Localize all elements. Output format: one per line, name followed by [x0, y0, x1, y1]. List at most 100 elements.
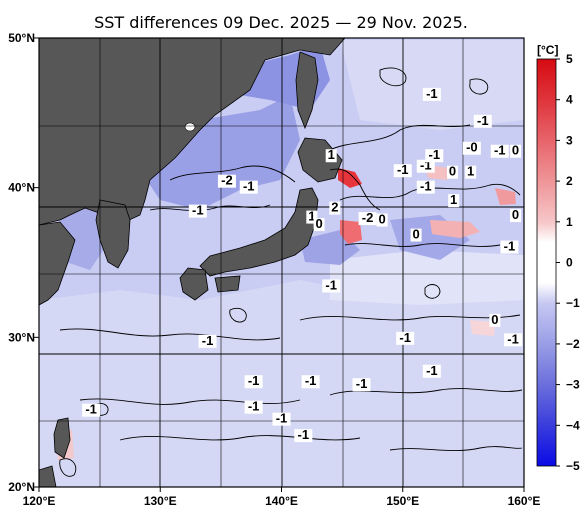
land-shikoku	[214, 275, 241, 293]
contour-label-bg	[301, 375, 320, 389]
contour-label: -1	[428, 147, 440, 162]
contour-label-bg	[198, 334, 217, 348]
contour-label: -1	[397, 162, 409, 177]
contour-label: -1	[507, 331, 519, 346]
colorbar-tick-label: 0	[566, 256, 573, 270]
lon-tick-label: 130°E	[144, 494, 177, 508]
land-hokkaido	[297, 137, 343, 183]
contour-label-bg	[510, 209, 522, 223]
contour-label-bg	[325, 149, 337, 163]
contour-label: -1	[356, 376, 368, 391]
contour-label-bg	[322, 279, 341, 293]
contour-label: 1	[328, 147, 335, 162]
ocean-cool-sea-of-japan	[140, 95, 300, 210]
contour-label: 0	[512, 207, 519, 222]
colorbar-tick-label: 3	[566, 133, 573, 147]
contour-label: -2	[362, 210, 374, 225]
contour-label-bg	[446, 165, 458, 179]
land-taiwan	[53, 417, 71, 459]
contour-label: -1	[426, 86, 438, 101]
contour-label: 0	[491, 312, 498, 327]
land-china-coast	[39, 221, 76, 306]
land-asia-continent	[39, 38, 346, 226]
lat-tick-label: 20°N	[8, 480, 35, 494]
ocean-light-kuroshio	[330, 250, 524, 305]
graticule	[39, 38, 524, 487]
contour-label: 2	[331, 200, 338, 215]
colorbar	[536, 58, 557, 467]
warm-anomaly-4	[495, 188, 516, 205]
contour-label: -1	[192, 203, 204, 218]
contour-label-bg	[393, 164, 412, 178]
contour-label-bg	[352, 378, 371, 392]
contour-label-bg	[217, 174, 236, 188]
contour-label: -1	[477, 113, 489, 128]
contour-label-bg	[306, 210, 318, 224]
contour-label-bg	[416, 159, 435, 173]
ocean-light-north	[340, 40, 524, 130]
contour-label: -1	[243, 179, 255, 194]
contour-label: 0	[379, 212, 386, 227]
contour-label: -1	[494, 143, 506, 158]
contour-label-bg	[188, 204, 207, 218]
contour-label: 0	[449, 164, 456, 179]
ocean-light-south	[39, 280, 524, 487]
axis-ticks: 120°E 130°E 140°E 150°E 160°E 50°N 40°N 30°N 20°…	[8, 31, 540, 508]
colorbar-tick-label: −2	[566, 337, 580, 351]
contour-label-bg	[244, 400, 263, 414]
contour-label-bg	[473, 114, 492, 128]
contour-label-bg	[504, 333, 523, 347]
contour-label: 0	[412, 227, 419, 242]
colorbar-tick-label: −4	[566, 418, 580, 432]
colorbar-tick-label: 2	[566, 174, 573, 188]
colorbar-unit: [°C]	[537, 43, 558, 57]
contour-label: -1	[420, 179, 432, 194]
contour-label: -1	[426, 363, 438, 378]
contour-label: -0	[466, 140, 478, 155]
contour-label-bg	[396, 331, 415, 345]
contour-label-bg	[239, 180, 258, 194]
contour-label-bg	[490, 144, 509, 158]
warm-anomaly-2	[340, 220, 362, 244]
map-title: SST differences 09 Dec. 2025 — 29 Nov. 2…	[94, 13, 468, 32]
contour-label-bg	[425, 149, 444, 163]
colorbar-tick-label: 5	[566, 52, 573, 66]
land-kyushu	[179, 267, 209, 301]
contour-label-bg	[416, 180, 435, 194]
colorbar-ticks: 5 4 3 2 1 0 −1 −2 −3 −4 −5	[556, 52, 580, 473]
lat-tick-label: 40°N	[8, 181, 35, 195]
warm-anomaly-3	[430, 220, 480, 238]
contour-label: -1	[325, 277, 337, 292]
contour-label-bg	[358, 212, 377, 226]
contour-label-bg	[489, 313, 501, 327]
contour-label: -1	[305, 373, 317, 388]
lake-khanka	[184, 122, 196, 132]
warm-anomaly-1	[338, 168, 362, 188]
contour-label: -1	[420, 158, 432, 173]
contour-label-bg	[329, 201, 341, 215]
contour-label-bg	[510, 144, 522, 158]
contour-label-bg	[272, 412, 291, 426]
contour-label-bg	[422, 87, 441, 101]
contour-label: -1	[298, 427, 310, 442]
contour-label: -1	[276, 411, 288, 426]
contour-label-bg	[313, 218, 325, 232]
contour-label: 0	[315, 216, 322, 231]
contour-label-bg	[410, 228, 422, 242]
colorbar-tick-label: 4	[566, 93, 573, 107]
lon-tick-label: 140°E	[265, 494, 298, 508]
contour-label: 1	[308, 209, 315, 224]
lon-tick-label: 150°E	[386, 494, 419, 508]
contour-label: 1	[467, 164, 474, 179]
colorbar-tick-label: −5	[566, 459, 580, 473]
colorbar-tick-label: −3	[566, 378, 580, 392]
contour-label-bg	[465, 165, 477, 179]
lon-tick-label: 120°E	[23, 494, 56, 508]
contour-label: -1	[248, 373, 260, 388]
contour-label-bg	[244, 375, 263, 389]
contour-label-bg	[294, 429, 313, 443]
contour-label-bg	[500, 240, 519, 254]
